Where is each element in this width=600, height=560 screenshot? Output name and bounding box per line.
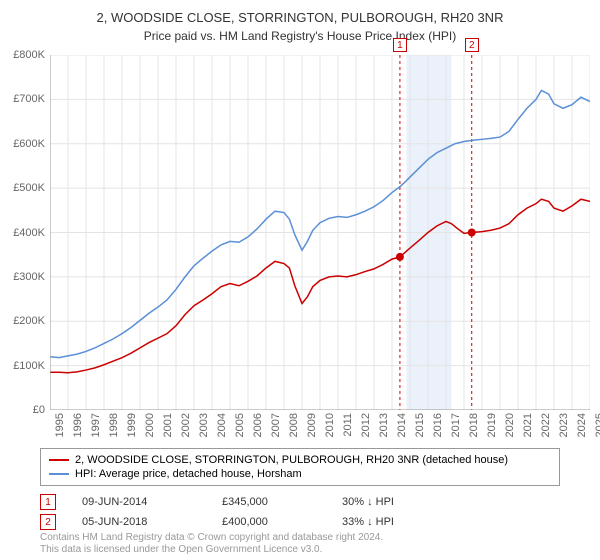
x-axis-tick-label: 2020 bbox=[504, 413, 516, 437]
x-axis-tick-label: 2013 bbox=[378, 413, 390, 437]
x-axis-tick-label: 2021 bbox=[522, 413, 534, 437]
x-axis-tick-label: 1995 bbox=[54, 413, 66, 437]
x-axis-tick-label: 2017 bbox=[450, 413, 462, 437]
chart-subtitle: Price paid vs. HM Land Registry's House … bbox=[0, 27, 600, 43]
line-chart-svg bbox=[50, 55, 590, 410]
x-axis-tick-label: 2010 bbox=[324, 413, 336, 437]
x-axis-tick-label: 2009 bbox=[306, 413, 318, 437]
x-axis-tick-label: 2018 bbox=[468, 413, 480, 437]
sale-vs-hpi: 30% ↓ HPI bbox=[342, 496, 492, 508]
y-axis-tick-label: £500K bbox=[5, 182, 45, 194]
x-axis-tick-label: 2014 bbox=[396, 413, 408, 437]
x-axis-tick-label: 2007 bbox=[270, 413, 282, 437]
x-axis-tick-label: 2024 bbox=[576, 413, 588, 437]
legend-color-swatch bbox=[49, 473, 69, 475]
x-axis-tick-label: 2008 bbox=[288, 413, 300, 437]
y-axis-tick-label: £0 bbox=[5, 404, 45, 416]
x-axis-tick-label: 2016 bbox=[432, 413, 444, 437]
sale-vs-hpi: 33% ↓ HPI bbox=[342, 516, 492, 528]
chart-marker-badge: 2 bbox=[465, 38, 479, 52]
x-axis-tick-label: 2002 bbox=[180, 413, 192, 437]
sale-price: £400,000 bbox=[222, 516, 342, 528]
sale-badge: 1 bbox=[40, 494, 56, 510]
legend-color-swatch bbox=[49, 459, 69, 461]
sale-badge: 2 bbox=[40, 514, 56, 530]
sale-date: 05-JUN-2018 bbox=[82, 516, 222, 528]
x-axis-tick-label: 1998 bbox=[108, 413, 120, 437]
x-axis-tick-label: 2005 bbox=[234, 413, 246, 437]
x-axis-tick-label: 2023 bbox=[558, 413, 570, 437]
x-axis-tick-label: 2003 bbox=[198, 413, 210, 437]
y-axis-tick-label: £400K bbox=[5, 227, 45, 239]
sale-date: 09-JUN-2014 bbox=[82, 496, 222, 508]
chart-title: 2, WOODSIDE CLOSE, STORRINGTON, PULBOROU… bbox=[0, 0, 600, 27]
legend-label: 2, WOODSIDE CLOSE, STORRINGTON, PULBOROU… bbox=[75, 454, 508, 466]
x-axis-tick-label: 2012 bbox=[360, 413, 372, 437]
x-axis-tick-label: 2015 bbox=[414, 413, 426, 437]
x-axis-tick-label: 1997 bbox=[90, 413, 102, 437]
y-axis-tick-label: £300K bbox=[5, 271, 45, 283]
chart-marker-badge: 1 bbox=[393, 38, 407, 52]
x-axis-tick-label: 2011 bbox=[342, 413, 354, 437]
x-axis-tick-label: 2001 bbox=[162, 413, 174, 437]
x-axis-tick-label: 2019 bbox=[486, 413, 498, 437]
footer-line-2: This data is licensed under the Open Gov… bbox=[40, 544, 383, 556]
x-axis-tick-label: 2004 bbox=[216, 413, 228, 437]
sale-row: 2 05-JUN-2018£400,00033% ↓ HPI bbox=[40, 512, 492, 532]
y-axis-tick-label: £600K bbox=[5, 138, 45, 150]
footer-attribution: Contains HM Land Registry data © Crown c… bbox=[40, 532, 383, 556]
y-axis-tick-label: £700K bbox=[5, 93, 45, 105]
sale-price: £345,000 bbox=[222, 496, 342, 508]
chart-plot-area: £0£100K£200K£300K£400K£500K£600K£700K£80… bbox=[50, 55, 590, 410]
x-axis-tick-label: 1999 bbox=[126, 413, 138, 437]
sales-table: 1 09-JUN-2014£345,00030% ↓ HPI 2 05-JUN-201… bbox=[40, 492, 492, 532]
sale-row: 1 09-JUN-2014£345,00030% ↓ HPI bbox=[40, 492, 492, 512]
x-axis-tick-label: 1996 bbox=[72, 413, 84, 437]
y-axis-tick-label: £800K bbox=[5, 49, 45, 61]
footer-line-1: Contains HM Land Registry data © Crown c… bbox=[40, 532, 383, 544]
x-axis-tick-label: 2000 bbox=[144, 413, 156, 437]
x-axis-tick-label: 2022 bbox=[540, 413, 552, 437]
y-axis-tick-label: £100K bbox=[5, 360, 45, 372]
legend-box: 2, WOODSIDE CLOSE, STORRINGTON, PULBOROU… bbox=[40, 448, 560, 486]
legend-item: 2, WOODSIDE CLOSE, STORRINGTON, PULBOROU… bbox=[49, 453, 551, 467]
legend-label: HPI: Average price, detached house, Hors… bbox=[75, 468, 302, 480]
x-axis-tick-label: 2025 bbox=[594, 413, 600, 437]
x-axis-tick-label: 2006 bbox=[252, 413, 264, 437]
y-axis-tick-label: £200K bbox=[5, 315, 45, 327]
legend-item: HPI: Average price, detached house, Hors… bbox=[49, 467, 551, 481]
